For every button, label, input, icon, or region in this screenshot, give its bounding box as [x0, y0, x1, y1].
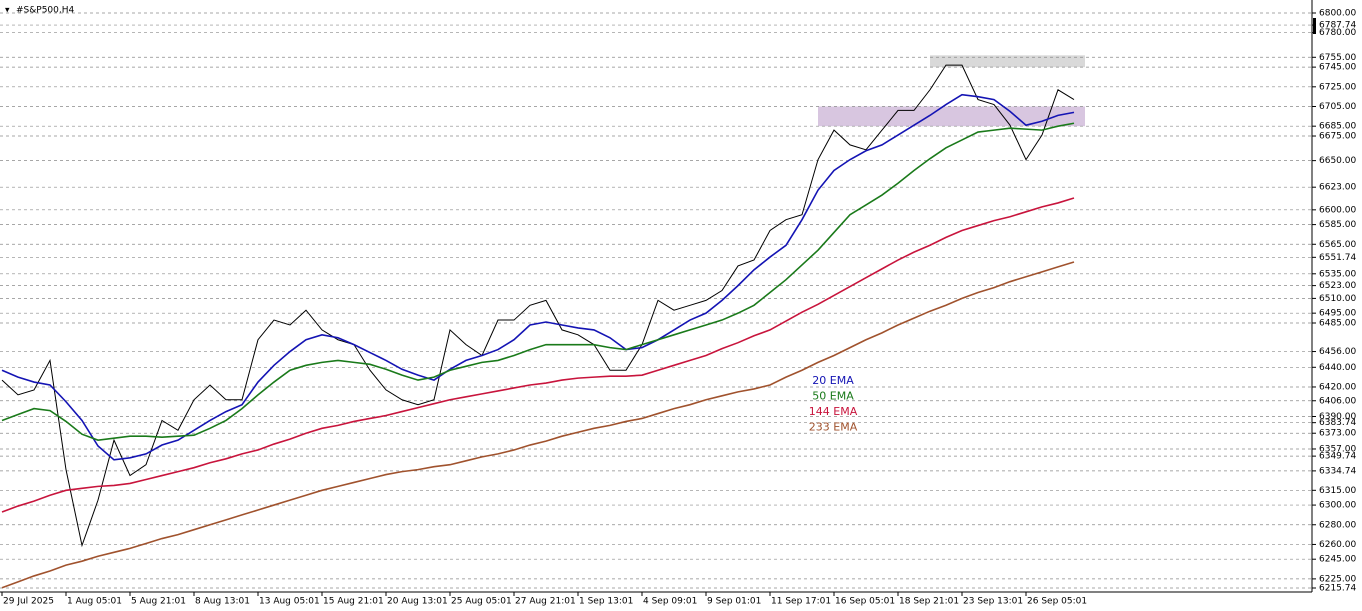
zone	[818, 106, 1085, 127]
y-tick-label: 6755.00	[1319, 53, 1356, 63]
y-tick-label: 6280.00	[1319, 520, 1356, 530]
y-tick-label: 6780.00	[1319, 28, 1356, 38]
y-tick-label: 6406.00	[1319, 396, 1356, 406]
y-tick-label: 6260.00	[1319, 540, 1356, 550]
x-tick-label: 27 Aug 21:01	[515, 597, 576, 607]
y-tick-label: 6535.00	[1319, 269, 1356, 279]
x-tick-label: 15 Aug 21:01	[323, 597, 384, 607]
y-tick-label: 6685.00	[1319, 122, 1356, 132]
y-tick-label: 6725.00	[1319, 82, 1356, 92]
y-tick-label: 6440.00	[1319, 363, 1356, 373]
y-tick-label: 6510.00	[1319, 294, 1356, 304]
x-tick-label: 23 Sep 13:01	[963, 597, 1023, 607]
legend-entry: 50 EMA	[812, 390, 854, 403]
x-tick-label: 16 Sep 05:01	[835, 597, 895, 607]
y-tick-label: 6565.00	[1319, 240, 1356, 250]
legend-entry: 144 EMA	[809, 405, 858, 418]
y-tick-label: 6485.00	[1319, 319, 1356, 329]
x-tick-label: 1 Aug 05:01	[67, 597, 122, 607]
y-tick-label: 6349.74	[1319, 452, 1356, 462]
zone	[930, 55, 1085, 68]
x-tick-label: 4 Sep 09:01	[643, 597, 697, 607]
ema-line	[1, 261, 1075, 589]
y-tick-label: 6623.00	[1319, 183, 1356, 193]
y-tick-label: 6675.00	[1319, 132, 1356, 142]
x-tick-label: 1 Sep 13:01	[579, 597, 633, 607]
y-tick-label: 6650.00	[1319, 156, 1356, 166]
y-tick-label: 6705.00	[1319, 102, 1356, 112]
scroll-marker	[1313, 18, 1316, 34]
ema-line	[1, 93, 1075, 461]
y-tick-label: 6523.00	[1319, 281, 1356, 291]
chart-title: #S&P500,H4	[16, 6, 75, 16]
y-tick-label: 6420.00	[1319, 382, 1356, 392]
y-tick-label: 6373.00	[1319, 429, 1356, 439]
x-tick-label: 26 Sep 05:01	[1027, 597, 1087, 607]
ema-line	[1, 122, 1075, 441]
y-tick-label: 6390.00	[1319, 412, 1356, 422]
y-tick-label: 6245.00	[1319, 555, 1356, 565]
y-tick-label: 6215.74	[1319, 584, 1356, 594]
x-tick-label: 9 Sep 01:01	[707, 597, 761, 607]
y-tick-label: 6383.74	[1319, 418, 1356, 428]
x-tick-label: 11 Sep 17:01	[771, 597, 831, 607]
x-tick-label: 25 Aug 05:01	[451, 597, 512, 607]
x-tick-label: 8 Aug 13:01	[195, 597, 250, 607]
y-tick-label: 6456.00	[1319, 347, 1356, 357]
y-tick-label: 6787.74	[1319, 21, 1356, 31]
y-tick-label: 6495.00	[1319, 309, 1356, 319]
x-tick-label: 18 Sep 21:01	[899, 597, 959, 607]
y-tick-label: 6357.00	[1319, 444, 1356, 454]
menu-arrow[interactable]: ▾	[5, 6, 10, 16]
x-tick-label: 5 Aug 21:01	[131, 597, 186, 607]
x-tick-label: 20 Aug 13:01	[387, 597, 448, 607]
y-tick-label: 6600.00	[1319, 205, 1356, 215]
y-tick-label: 6225.00	[1319, 574, 1356, 584]
y-tick-label: 6800.00	[1319, 9, 1356, 19]
ema-line	[1, 197, 1075, 513]
y-tick-label: 6745.00	[1319, 63, 1356, 73]
x-tick-label: 29 Jul 2025	[3, 597, 54, 607]
x-tick-label: 13 Aug 05:01	[259, 597, 320, 607]
y-tick-label: 6315.00	[1319, 486, 1356, 496]
y-tick-label: 6551.74	[1319, 253, 1356, 263]
y-tick-label: 6334.74	[1319, 466, 1356, 476]
legend-entry: 233 EMA	[809, 421, 858, 434]
y-tick-label: 6585.00	[1319, 220, 1356, 230]
y-tick-label: 6300.00	[1319, 501, 1356, 511]
price-line	[1, 64, 1075, 548]
legend-entry: 20 EMA	[812, 374, 854, 387]
